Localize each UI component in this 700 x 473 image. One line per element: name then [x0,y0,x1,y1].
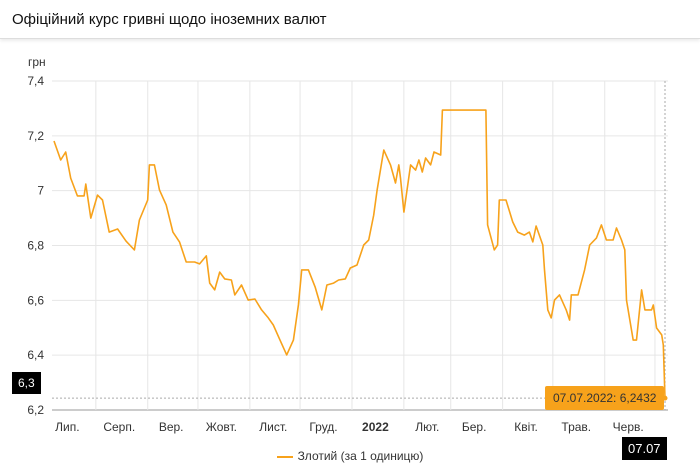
legend-label: Злотий (за 1 одиницю) [297,449,424,463]
hover-tooltip: 07.07.2022: 6,2432 [545,386,665,410]
legend-swatch [276,455,293,458]
x-tick-label: Лют. [415,420,439,434]
crosshair-y-label: 6,3 [12,372,41,394]
y-tick-label: 7 [37,184,44,198]
x-tick-label: Лист. [259,420,287,434]
series-line-zloty [53,109,666,399]
x-tick-label: Лип. [55,420,79,434]
y-tick-label: 7,2 [27,129,44,143]
legend[interactable]: Злотий (за 1 одиницю) [0,449,700,463]
x-tick-label: Квіт. [514,420,538,434]
x-tick-label: Черв. [613,420,644,434]
x-tick-label: Груд. [309,420,337,434]
x-tick-label: 2022 [362,420,389,434]
x-tick-label: Вер. [159,420,184,434]
x-tick-label: Жовт. [206,420,237,434]
x-tick-label: Бер. [462,420,487,434]
y-tick-label: 6,4 [27,348,44,362]
widget-header: Офіційний курс гривні щодо іноземних вал… [0,0,700,39]
x-tick-label: Серп. [103,420,135,434]
y-tick-label: 7,4 [27,74,44,88]
crosshair-x-label: 07.07 [622,437,667,460]
y-tick-label: 6,6 [27,293,44,307]
y-tick-label: 6,2 [27,403,44,417]
x-tick-label: Трав. [561,420,591,434]
page-title: Офіційний курс гривні щодо іноземних вал… [12,11,327,28]
y-tick-label: 6,8 [27,239,44,253]
y-axis-unit-label: грн [28,55,46,69]
